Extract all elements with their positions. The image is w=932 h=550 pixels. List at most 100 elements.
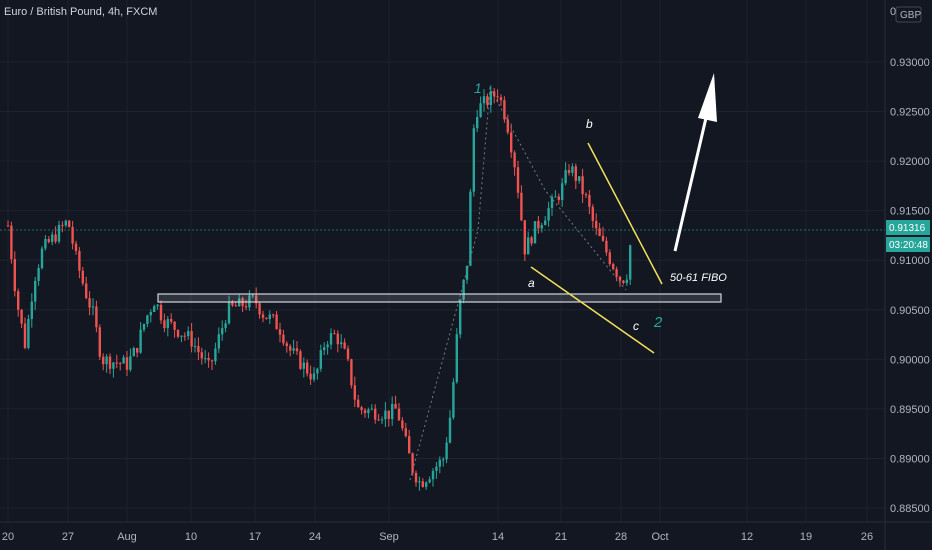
candle-up bbox=[57, 224, 61, 242]
candle-up bbox=[122, 357, 125, 364]
candle-down bbox=[23, 323, 27, 348]
candle-up bbox=[340, 342, 343, 345]
price-tick-label: 0.90500 bbox=[890, 305, 930, 317]
time-tick-label: 28 bbox=[615, 531, 627, 543]
candle-down bbox=[595, 220, 598, 229]
candle-up bbox=[445, 442, 448, 460]
candle-down bbox=[54, 234, 57, 242]
wave-1-label: 1 bbox=[474, 80, 482, 96]
candle-down bbox=[574, 166, 577, 181]
candle-down bbox=[20, 309, 23, 324]
currency-badge-box[interactable] bbox=[895, 6, 922, 23]
candle-down bbox=[299, 351, 302, 369]
candle-up bbox=[326, 344, 329, 348]
candle-down bbox=[6, 225, 10, 227]
wave-dotted-path bbox=[409, 86, 627, 481]
candle-up bbox=[625, 279, 628, 284]
candle-down bbox=[78, 250, 81, 271]
candle-up bbox=[469, 191, 472, 266]
candle-down bbox=[374, 408, 377, 420]
candle-down bbox=[85, 283, 88, 299]
candle-down bbox=[360, 407, 363, 411]
time-tick-label: 26 bbox=[861, 531, 873, 543]
candle-down bbox=[421, 481, 424, 487]
candle-down bbox=[173, 321, 176, 330]
candle-down bbox=[506, 119, 509, 133]
wedge-upper-line[interactable] bbox=[587, 142, 663, 285]
wedge-lower-line[interactable] bbox=[530, 266, 655, 354]
candle-down bbox=[255, 295, 258, 304]
candle-up bbox=[248, 295, 251, 308]
candle-up bbox=[139, 329, 142, 353]
grid bbox=[0, 0, 885, 522]
candle-down bbox=[275, 314, 278, 330]
candle-down bbox=[584, 194, 588, 196]
candle-up bbox=[156, 304, 159, 307]
candle-down bbox=[68, 220, 71, 228]
candle-up bbox=[418, 481, 421, 483]
candle-down bbox=[333, 333, 336, 335]
candle-up bbox=[153, 306, 156, 313]
time-tick-label: 12 bbox=[741, 531, 753, 543]
candle-down bbox=[612, 264, 615, 270]
candle-up bbox=[578, 176, 581, 181]
time-tick-label: 24 bbox=[309, 531, 321, 543]
candle-up bbox=[482, 96, 486, 104]
candle-up bbox=[129, 356, 132, 370]
time-tick-label: 20 bbox=[2, 531, 14, 543]
candle-down bbox=[170, 318, 173, 322]
wave-2-label: 2 bbox=[653, 314, 663, 331]
candle-up bbox=[44, 239, 47, 249]
projection-arrow-head bbox=[698, 73, 717, 122]
candle-down bbox=[108, 356, 112, 369]
candle-down bbox=[591, 206, 594, 221]
candle-up bbox=[550, 196, 554, 209]
candle-down bbox=[557, 196, 560, 200]
candle-up bbox=[479, 103, 482, 118]
candle-up bbox=[435, 466, 438, 471]
candle-down bbox=[47, 239, 50, 243]
candle-up bbox=[64, 220, 67, 226]
candle-down bbox=[71, 227, 74, 244]
candle-down bbox=[207, 358, 210, 361]
candle-down bbox=[295, 348, 299, 352]
time-axis[interactable]: 20 27 Aug 10 17 24 Sep 14 21 28 Oct 12 19 26 bbox=[0, 521, 932, 543]
candle-down bbox=[176, 329, 180, 337]
candle-down bbox=[401, 420, 404, 429]
candle-up bbox=[465, 265, 469, 280]
candle-up bbox=[391, 403, 394, 420]
candle-up bbox=[30, 301, 33, 320]
price-axis[interactable]: 0.88500 0.89000 0.89500 0.90000 0.90500 0.910… bbox=[884, 0, 930, 550]
candle-down bbox=[598, 228, 601, 236]
candle-down bbox=[493, 91, 496, 97]
candle-down bbox=[486, 96, 489, 106]
support-zone-rectangle[interactable] bbox=[157, 293, 722, 303]
price-tick-label: 0.88500 bbox=[890, 503, 930, 515]
candle-down bbox=[163, 320, 166, 329]
candle-down bbox=[285, 343, 288, 347]
price-tick-label: 0.93000 bbox=[890, 57, 930, 69]
candle-down bbox=[353, 385, 356, 400]
candle-up bbox=[367, 409, 370, 414]
candle-up bbox=[292, 348, 295, 351]
candle-down bbox=[95, 306, 98, 328]
candle-down bbox=[581, 176, 584, 195]
candle-down bbox=[244, 306, 248, 308]
candle-up bbox=[166, 318, 169, 329]
candle-up bbox=[544, 220, 547, 226]
candle-up bbox=[187, 331, 190, 336]
symbol-title: Euro / British Pound, 4h, FXCM bbox=[4, 6, 158, 18]
price-tick-label: 0.89500 bbox=[890, 404, 930, 416]
candle-down bbox=[363, 410, 367, 414]
candle-down bbox=[306, 362, 309, 374]
time-tick-label: 10 bbox=[185, 531, 197, 543]
candle-down bbox=[278, 329, 282, 335]
candle-down bbox=[119, 362, 122, 364]
time-tick-label: Aug bbox=[117, 531, 137, 543]
current-price-tag-box bbox=[886, 220, 930, 235]
candle-up bbox=[193, 346, 197, 348]
candle-up bbox=[384, 410, 387, 420]
candle-up bbox=[438, 459, 441, 467]
candle-up bbox=[302, 362, 305, 369]
